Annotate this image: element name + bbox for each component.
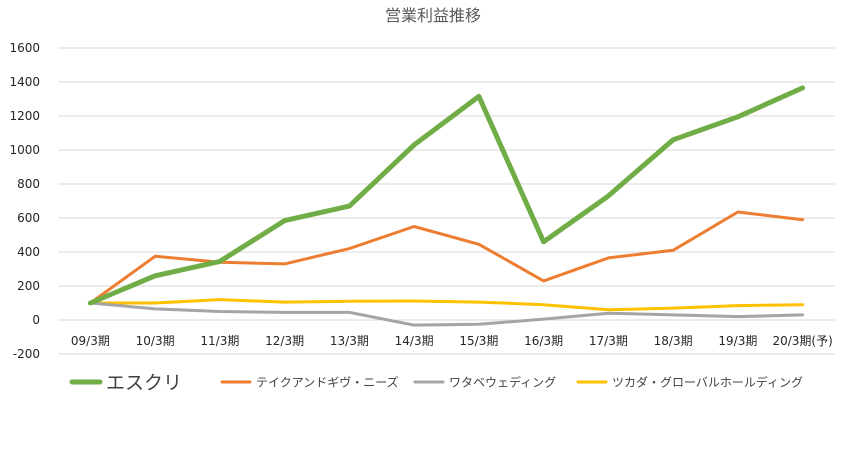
legend-label: テイクアンドギヴ・ニーズ bbox=[256, 374, 399, 389]
y-tick-label: 200 bbox=[17, 279, 40, 293]
legend-label: ワタベウェディング bbox=[449, 374, 556, 389]
chart-title: 営業利益推移 bbox=[385, 6, 481, 25]
x-axis: 09/3期 10/3期 11/3期 12/3期 13/3期 14/3期 15/3期 16/3期… bbox=[71, 334, 833, 348]
x-tick-label: 09/3期 bbox=[71, 334, 110, 348]
y-tick-label: -200 bbox=[13, 347, 40, 361]
grid bbox=[58, 47, 835, 355]
y-tick-label: 1000 bbox=[9, 143, 40, 157]
series-lines bbox=[87, 85, 806, 327]
y-tick-label: 800 bbox=[17, 177, 40, 191]
x-tick-label: 20/3期(予) bbox=[772, 334, 832, 348]
x-tick-label: 17/3期 bbox=[589, 334, 628, 348]
series-line-4 bbox=[88, 298, 805, 312]
y-tick-label: 400 bbox=[17, 245, 40, 259]
y-tick-label: 600 bbox=[17, 211, 40, 225]
x-tick-label: 13/3期 bbox=[330, 334, 369, 348]
y-tick-label: 0 bbox=[32, 313, 40, 327]
y-tick-label: 1200 bbox=[9, 109, 40, 123]
x-tick-label: 10/3期 bbox=[136, 334, 175, 348]
series-line-3 bbox=[88, 301, 805, 327]
x-tick-label: 15/3期 bbox=[459, 334, 498, 348]
y-tick-label: 1600 bbox=[9, 41, 40, 55]
legend-item-1: エスクリ bbox=[69, 372, 182, 394]
legend-item-2: テイクアンドギヴ・ニーズ bbox=[220, 374, 399, 389]
x-tick-label: 18/3期 bbox=[654, 334, 693, 348]
y-axis: -200 0 200 400 600 800 1000 1200 1400 1600 bbox=[9, 41, 40, 361]
series-line-1 bbox=[87, 85, 806, 306]
x-tick-label: 11/3期 bbox=[200, 334, 239, 348]
legend-item-4: ツカダ・グローバルホールディング bbox=[576, 374, 803, 389]
x-tick-label: 14/3期 bbox=[395, 334, 434, 348]
y-tick-label: 1400 bbox=[9, 75, 40, 89]
x-tick-label: 19/3期 bbox=[718, 334, 757, 348]
legend-item-3: ワタベウェディング bbox=[413, 374, 556, 389]
legend-label: ツカダ・グローバルホールディング bbox=[612, 374, 803, 389]
x-tick-label: 12/3期 bbox=[265, 334, 304, 348]
legend: エスクリ テイクアンドギヴ・ニーズ ワタベウェディング ツカダ・グローバルホールディン… bbox=[69, 372, 803, 394]
x-tick-label: 16/3期 bbox=[524, 334, 563, 348]
legend-label: エスクリ bbox=[106, 372, 182, 394]
series-line-2 bbox=[88, 210, 805, 305]
